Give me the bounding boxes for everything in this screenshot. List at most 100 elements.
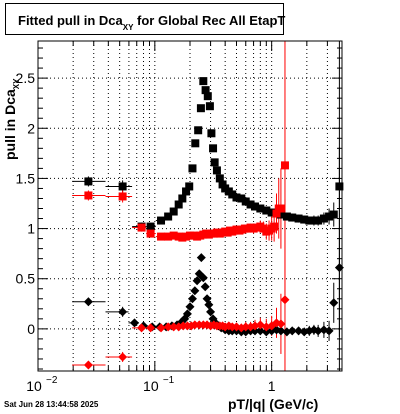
data-point-square <box>84 191 93 200</box>
data-point-diamond <box>313 326 323 336</box>
data-point-diamond <box>287 326 297 336</box>
data-point-diamond <box>83 360 93 370</box>
data-point-diamond <box>185 302 195 312</box>
data-point-square <box>137 223 146 232</box>
data-point-square <box>232 193 241 202</box>
data-point-square <box>169 231 178 240</box>
data-point-square <box>169 207 178 216</box>
data-point-square <box>215 174 224 183</box>
data-point-diamond <box>163 322 173 332</box>
data-point-square <box>282 212 291 221</box>
x-tick-label: 10 <box>143 378 159 394</box>
data-point-diamond <box>276 326 286 336</box>
data-point-square <box>237 194 246 203</box>
data-point-square <box>241 197 250 206</box>
data-point-diamond <box>206 307 216 317</box>
data-point-diamond <box>192 276 202 286</box>
chart-title: Fitted pull in DcaXY for Global Rec All … <box>18 13 286 32</box>
data-point-square <box>178 194 187 203</box>
data-point-square <box>329 210 338 219</box>
axis-ticks <box>37 41 343 371</box>
data-point-diamond <box>187 294 197 304</box>
x-axis-label: pT/|q| (GeV/c) <box>228 396 319 412</box>
data-point-square <box>325 212 334 221</box>
data-point-diamond <box>241 322 251 332</box>
data-point-square <box>201 86 210 95</box>
data-point-square <box>194 126 203 135</box>
y-tick-label: 1.5 <box>16 170 36 186</box>
data-point-square <box>118 182 127 191</box>
tick-labels: 0 0.5 1 1.5 2 2.5 10 −2 10 −1 1 <box>16 70 276 394</box>
data-point-square <box>267 208 276 217</box>
data-point-diamond <box>118 307 128 317</box>
data-point-diamond <box>334 263 344 273</box>
data-point-diamond <box>294 326 304 336</box>
data-point-square <box>196 104 205 113</box>
data-point-square <box>319 214 328 223</box>
data-point-square <box>146 222 155 231</box>
data-point-square <box>188 164 197 173</box>
data-point-square <box>280 161 289 170</box>
data-point-square <box>270 222 279 231</box>
data-point-square <box>335 182 344 191</box>
data-point-diamond <box>204 300 214 310</box>
data-point-square <box>199 77 208 86</box>
data-point-square <box>250 202 259 211</box>
y-tick-label: 0 <box>27 321 35 337</box>
data-point-square <box>157 216 166 225</box>
data-point-square <box>146 229 155 238</box>
title-box: Fitted pull in DcaXY for Global Rec All … <box>5 3 286 35</box>
y-axis-label: pull in DcaXY <box>2 78 21 160</box>
data-point-square <box>300 215 309 224</box>
data-point-diamond <box>156 323 166 333</box>
x-tick-label-exponent: −2 <box>46 375 58 386</box>
data-point-diamond <box>146 323 156 333</box>
data-point-diamond <box>198 273 208 283</box>
y-tick-label: 0.5 <box>16 271 36 287</box>
data-point-square <box>157 232 166 241</box>
data-point-square <box>212 166 221 175</box>
data-point-diamond <box>118 352 128 362</box>
data-point-square <box>210 158 219 167</box>
data-point-square <box>164 212 173 221</box>
data-point-square <box>209 144 218 153</box>
data-point-diamond <box>255 326 265 336</box>
data-point-diamond <box>169 322 179 332</box>
data-point-diamond <box>200 282 210 292</box>
y-tick-label: 1 <box>27 221 35 237</box>
y-tick-label: 2.5 <box>16 70 36 86</box>
data-point-square <box>164 232 173 241</box>
data-point-square <box>185 182 194 191</box>
data-point-square <box>276 210 285 219</box>
y-tick-label: 2 <box>27 120 35 136</box>
data-point-diamond <box>182 309 192 319</box>
x-tick-label: 1 <box>268 378 276 394</box>
data-markers <box>83 77 344 370</box>
x-tick-label: 10 <box>26 378 42 394</box>
data-point-square <box>288 213 297 222</box>
data-point-square <box>182 187 191 196</box>
data-point-diamond <box>190 286 200 296</box>
data-point-square <box>228 190 237 199</box>
data-point-square <box>262 206 271 215</box>
data-point-square <box>246 200 255 209</box>
data-point-square <box>118 192 127 201</box>
data-point-diamond <box>130 318 140 328</box>
data-point-diamond <box>137 323 147 333</box>
data-point-square <box>272 209 281 218</box>
x-tick-label-exponent: −1 <box>163 375 175 386</box>
data-point-square <box>191 139 200 148</box>
data-point-square <box>218 180 227 189</box>
data-point-square <box>205 102 214 111</box>
data-point-square <box>314 216 323 225</box>
data-point-diamond <box>280 295 290 305</box>
data-point-diamond <box>324 326 334 336</box>
grid-lines <box>37 41 343 371</box>
data-point-square <box>207 129 216 138</box>
data-point-diamond <box>83 297 93 307</box>
data-point-square <box>294 214 303 223</box>
data-point-square <box>174 200 183 209</box>
data-point-square <box>256 204 265 213</box>
timestamp: Sat Jun 28 13:44:58 2025 <box>4 400 99 409</box>
